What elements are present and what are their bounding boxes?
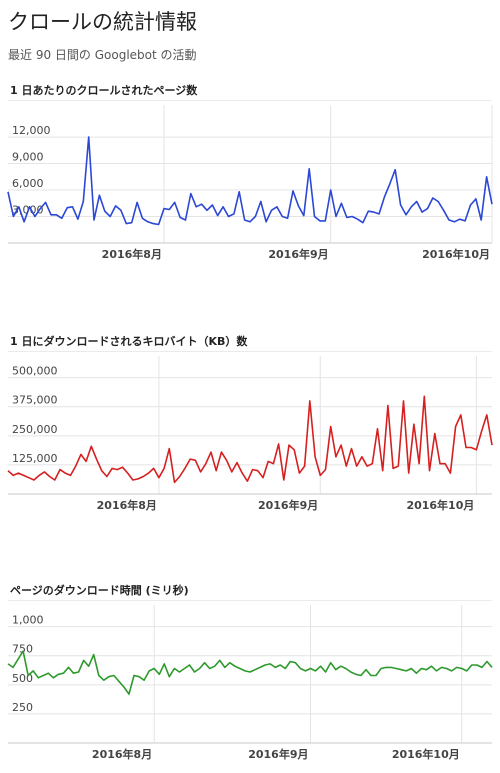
series-line: [7, 650, 493, 695]
page-title: クロールの統計情報: [8, 10, 197, 34]
title-divider: [8, 600, 492, 601]
x-tick-label: 2016年9月: [268, 247, 328, 261]
x-tick-label: 2016年9月: [248, 747, 308, 761]
y-tick-label: 1,000: [12, 614, 44, 627]
series-line: [7, 136, 493, 226]
y-tick-label: 12,000: [12, 124, 51, 137]
chart-title-pages-crawled: 1 日あたりのクロールされたページ数: [10, 84, 198, 97]
chart-title-download-time: ページのダウンロード時間 (ミリ秒): [10, 584, 189, 597]
x-tick-label: 2016年10月: [392, 747, 460, 761]
y-tick-label: 6,000: [12, 177, 44, 190]
y-tick-label: 9,000: [12, 151, 44, 164]
x-tick-label: 2016年8月: [92, 747, 152, 761]
x-tick-label: 2016年10月: [422, 247, 490, 261]
x-tick-label: 2016年9月: [258, 498, 318, 512]
y-tick-label: 500,000: [12, 365, 58, 378]
chart-title-kilobytes-downloaded: 1 日にダウンロードされるキロバイト（KB）数: [10, 335, 248, 348]
x-tick-label: 2016年8月: [97, 498, 157, 512]
y-tick-label: 375,000: [12, 394, 58, 407]
x-tick-label: 2016年10月: [406, 498, 474, 512]
series-line: [7, 395, 493, 484]
y-tick-label: 125,000: [12, 452, 58, 465]
y-tick-label: 250: [12, 701, 33, 714]
y-tick-label: 250,000: [12, 423, 58, 436]
x-tick-label: 2016年8月: [102, 247, 162, 261]
y-tick-label: 750: [12, 643, 33, 656]
page-subtitle: 最近 90 日間の Googlebot の活動: [8, 48, 197, 62]
title-divider: [8, 100, 492, 101]
chart-kilobytes-downloaded: 125,000 250,000 375,000 500,000 2016年8月 2016年…: [7, 356, 493, 512]
title-divider: [8, 351, 492, 352]
